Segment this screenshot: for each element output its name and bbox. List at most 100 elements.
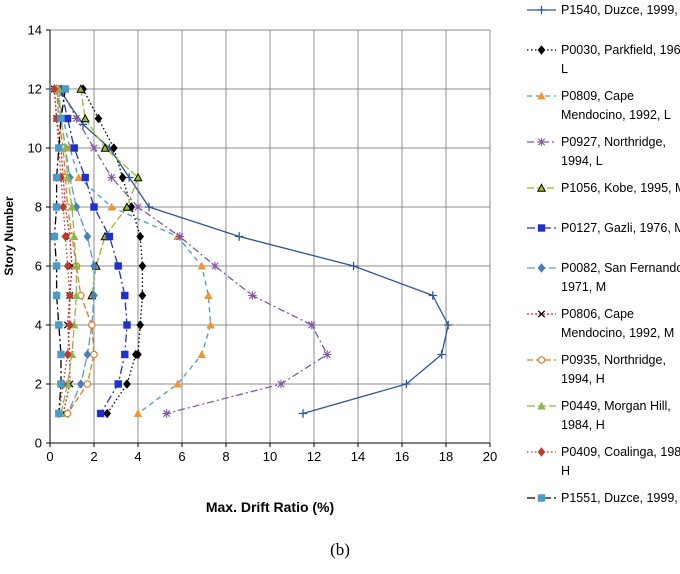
data-point bbox=[55, 321, 63, 329]
series-line bbox=[55, 88, 95, 414]
legend-item-7: P0082, San Fernando, 1971, M bbox=[527, 261, 680, 294]
data-point bbox=[55, 144, 63, 152]
legend-label: P1056, Kobe, 1995, M bbox=[561, 181, 680, 195]
data-point bbox=[57, 380, 65, 388]
legend-marker bbox=[537, 310, 546, 318]
legend-marker bbox=[537, 5, 546, 15]
data-point bbox=[402, 379, 411, 389]
data-point bbox=[136, 231, 145, 242]
data-point bbox=[52, 203, 61, 211]
x-tick-label: 4 bbox=[134, 449, 141, 464]
data-point bbox=[65, 320, 74, 330]
data-point bbox=[52, 262, 61, 270]
data-point bbox=[65, 290, 74, 301]
legend-item-3: P0809, Cape Mendocino, 1992, L bbox=[527, 89, 671, 122]
legend-label: P0806, Cape bbox=[561, 307, 634, 321]
data-point bbox=[90, 290, 98, 301]
legend-marker bbox=[537, 224, 546, 232]
legend-marker bbox=[537, 91, 546, 100]
x-tick-label: 12 bbox=[307, 449, 321, 464]
axes: 0 2 4 6 8 10 12 14 16 18 20 0 2 4 6 8 10 12 14 bbox=[28, 23, 498, 465]
data-point bbox=[80, 113, 90, 123]
data-point bbox=[437, 350, 446, 359]
series-line bbox=[80, 88, 139, 296]
x-tick-label: 10 bbox=[263, 449, 277, 464]
legend-item-9: P0935, Northridge, 1994, H bbox=[527, 353, 666, 386]
data-point bbox=[52, 173, 61, 182]
legend-item-10: P0449, Morgan Hill, 1984, H bbox=[527, 399, 671, 432]
data-point bbox=[105, 232, 114, 241]
data-point bbox=[50, 84, 59, 94]
legend-marker bbox=[537, 447, 546, 457]
data-point bbox=[61, 143, 70, 152]
data-point bbox=[90, 350, 98, 359]
series-line bbox=[55, 88, 212, 415]
x-tick-label: 14 bbox=[351, 449, 365, 464]
legend-item-4: P0927, Northridge, 1994, L bbox=[527, 135, 666, 168]
legend-item-12: P1551, Duzce, 1999, H bbox=[527, 491, 680, 505]
data-point bbox=[72, 114, 81, 123]
data-point bbox=[114, 380, 122, 388]
legend-label: P0935, Northridge, bbox=[561, 353, 666, 367]
data-point bbox=[59, 202, 68, 212]
data-point bbox=[55, 409, 63, 418]
data-point bbox=[50, 232, 59, 241]
data-point bbox=[204, 291, 213, 299]
data-point bbox=[107, 173, 116, 182]
data-point bbox=[67, 202, 77, 211]
data-point bbox=[83, 349, 92, 360]
data-point bbox=[107, 202, 116, 211]
legend-label: 1994, L bbox=[561, 154, 603, 168]
data-point bbox=[61, 85, 70, 93]
data-point bbox=[235, 232, 244, 241]
legend-label: P1540, Duzce, 1999, L bbox=[561, 3, 680, 17]
data-point bbox=[206, 320, 215, 329]
data-point bbox=[63, 261, 72, 271]
legend-label: P0409, Coalinga, 1983, bbox=[561, 445, 680, 459]
data-point bbox=[61, 231, 70, 242]
data-point bbox=[109, 143, 118, 153]
data-point bbox=[133, 202, 143, 212]
legend-marker bbox=[537, 45, 546, 55]
data-point bbox=[100, 143, 110, 152]
legend-label: Mendocino, 1992, M bbox=[561, 326, 674, 340]
legend-label: H bbox=[561, 464, 570, 478]
data-point bbox=[307, 320, 316, 330]
data-point bbox=[323, 350, 332, 359]
y-tick-label: 2 bbox=[35, 377, 42, 392]
legend-item-5: P1056, Kobe, 1995, M bbox=[527, 181, 680, 195]
data-point bbox=[57, 350, 65, 359]
data-point bbox=[133, 409, 143, 417]
data-point bbox=[57, 114, 65, 123]
x-tick-label: 6 bbox=[178, 449, 185, 464]
legend-label: P0030, Parkfield, 1966, bbox=[561, 43, 680, 57]
data-point bbox=[63, 409, 72, 418]
data-point bbox=[94, 113, 103, 124]
data-point bbox=[52, 291, 61, 300]
legend-label: P0082, San Fernando, bbox=[561, 261, 680, 275]
data-point bbox=[72, 291, 81, 299]
series-line bbox=[53, 88, 67, 414]
x-tick-label: 20 bbox=[483, 449, 497, 464]
legend-marker bbox=[536, 183, 547, 192]
y-tick-label: 8 bbox=[35, 200, 42, 215]
x-tick-label: 0 bbox=[46, 449, 53, 464]
data-point bbox=[138, 261, 147, 271]
data-point bbox=[173, 379, 182, 388]
data-point bbox=[63, 114, 72, 123]
data-point bbox=[70, 144, 78, 152]
legend-item-11: P0409, Coalinga, 1983, H bbox=[527, 445, 680, 478]
legend-label: P1551, Duzce, 1999, H bbox=[561, 491, 680, 505]
data-point bbox=[210, 261, 220, 271]
legend-marker bbox=[537, 401, 546, 410]
legend-label: 1984, H bbox=[561, 418, 605, 432]
legend-marker bbox=[537, 137, 546, 147]
figure-caption: (b) bbox=[330, 540, 350, 559]
legend-marker bbox=[537, 263, 546, 273]
legend-item-6: P0127, Gazli, 1976, M bbox=[527, 221, 680, 235]
data-point bbox=[122, 202, 132, 211]
legend-label: 1994, H bbox=[561, 372, 605, 386]
data-point bbox=[114, 262, 122, 270]
data-point bbox=[103, 408, 112, 419]
data-point bbox=[63, 349, 72, 360]
